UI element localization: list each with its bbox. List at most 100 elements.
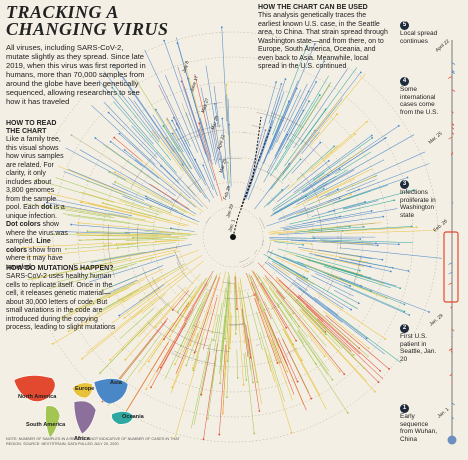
tree-branch [187, 78, 213, 165]
tree-branch [280, 210, 372, 229]
tree-branch [298, 308, 368, 382]
tree-branch [163, 40, 199, 138]
sample-dot [185, 364, 188, 367]
step-text: First U.S. patient in Seattle, Jan. 20 [400, 333, 437, 363]
tree-branch [226, 94, 229, 136]
tree-branch [190, 320, 201, 346]
region-label: North America [18, 394, 57, 400]
tree-branch [244, 130, 266, 199]
tree-branch [135, 78, 192, 170]
date-ring [177, 181, 289, 293]
timeline-branch [451, 110, 454, 114]
tree-branch [58, 282, 135, 319]
tree-branch [293, 178, 356, 209]
timeline-branch [448, 282, 453, 286]
source-note: NOTE: NUMBER OF SAMPLES IN A REGION IS N… [6, 437, 180, 446]
tree-branch [264, 347, 276, 383]
sample-dot [333, 145, 336, 148]
sample-dot [372, 175, 375, 178]
sample-dot [149, 206, 152, 209]
sample-dot [118, 132, 121, 135]
sample-dot [308, 100, 310, 103]
sample-dot [48, 192, 51, 195]
tree-branch [163, 125, 180, 152]
tree-branch [269, 237, 361, 240]
tree-branch [213, 85, 220, 128]
tree-branch [73, 251, 146, 265]
tree-branch [48, 266, 128, 290]
sample-dot [367, 347, 370, 350]
tree-branch [344, 230, 436, 234]
tree-arc [251, 125, 264, 129]
sample-dot [358, 269, 361, 272]
sample-dot [198, 122, 201, 125]
tree-arc [255, 344, 260, 346]
tree-branch [277, 189, 360, 221]
timeline-step: 2 First U.S. patient in Seattle, Jan. 20 [400, 324, 440, 363]
how-to-read-heading: HOW TO READ THE CHART [6, 120, 57, 135]
tree-arc [262, 239, 264, 246]
tree-branch [325, 315, 390, 370]
sample-dot [234, 332, 237, 335]
tree-branch [268, 354, 292, 433]
tree-branch [207, 357, 217, 419]
tree-branch [23, 247, 119, 258]
sample-dot [222, 411, 224, 414]
tree-branch [103, 144, 160, 185]
sample-dot [403, 303, 406, 306]
how-used-section: HOW THE CHART CAN BE USED This analysis … [258, 4, 390, 72]
sample-dot [160, 230, 162, 233]
sample-dot [180, 80, 183, 83]
sample-dot [76, 232, 79, 235]
tree-branch [211, 287, 227, 387]
tree-arc [206, 348, 230, 352]
tree-branch [62, 213, 130, 224]
sample-dot [263, 308, 266, 311]
tree-branch [304, 188, 324, 199]
tree-arc [176, 254, 184, 270]
tree-branch [308, 253, 371, 267]
sample-dot [165, 136, 168, 139]
line-colors-term: Line colors [6, 238, 51, 254]
tree-arc [316, 206, 322, 233]
tree-branch [222, 275, 230, 349]
tree-branch [293, 135, 372, 193]
sample-dot [124, 358, 127, 361]
tree-branch [274, 81, 317, 160]
tree-arc [284, 280, 296, 293]
tree-branch [52, 298, 129, 345]
tree-arc [225, 294, 255, 300]
timeline-branch [450, 350, 453, 353]
tree-branch [312, 137, 373, 181]
sample-dot [210, 386, 213, 388]
tree-branch [283, 216, 384, 231]
tree-branch [263, 80, 299, 163]
tree-arc [176, 262, 193, 284]
tree-arc [300, 172, 321, 204]
tree-branch [199, 117, 212, 157]
tree-branch [333, 290, 359, 304]
tree-branch [278, 279, 324, 322]
page-title: TRACKING A CHANGING VIRUS [6, 2, 169, 39]
tree-branch [273, 97, 342, 185]
timeline-branch [451, 71, 455, 74]
tree-branch [255, 272, 276, 304]
sample-dot [227, 161, 229, 164]
sample-dot [379, 369, 382, 372]
date-ring [77, 81, 389, 393]
tree-branch [315, 149, 365, 182]
tree-branch [227, 162, 230, 184]
tree-branch [77, 232, 112, 235]
sample-dot [384, 137, 387, 140]
tree-branch [277, 337, 298, 382]
tree-branch [268, 335, 293, 401]
tree-branch [52, 206, 112, 217]
tree-branch [177, 249, 200, 259]
tree-branch [144, 49, 191, 147]
sample-dot [279, 361, 282, 364]
washington-cluster-box [443, 231, 459, 303]
tree-branch [89, 254, 176, 283]
tree-branch [257, 275, 279, 308]
tree-branch [152, 114, 203, 191]
sample-dot [73, 263, 75, 266]
